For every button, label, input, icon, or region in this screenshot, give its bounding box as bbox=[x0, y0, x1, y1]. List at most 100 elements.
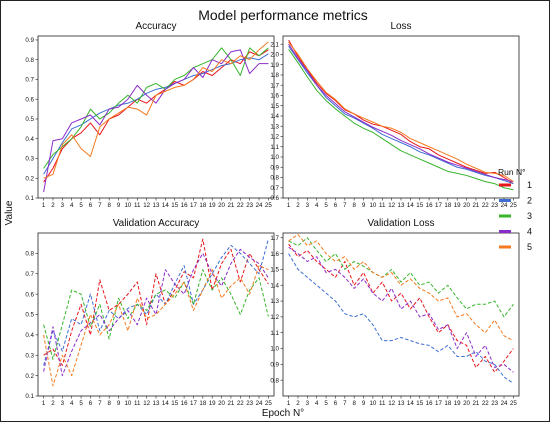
x-tick-label: 5 bbox=[324, 400, 328, 407]
series-line-run-5 bbox=[288, 234, 514, 342]
x-tick-label: 15 bbox=[416, 400, 423, 407]
y-tick-label: 1.0 bbox=[270, 346, 279, 353]
x-tick-label: 10 bbox=[124, 202, 131, 209]
x-tick-label: 3 bbox=[61, 400, 65, 407]
plot-area bbox=[37, 35, 275, 199]
y-tick-label: 1.6 bbox=[270, 93, 279, 100]
x-tick-label: 9 bbox=[362, 400, 366, 407]
y-tick-label: 0.6 bbox=[25, 291, 34, 298]
x-tick-label: 22 bbox=[237, 400, 244, 407]
x-tick-label: 6 bbox=[334, 400, 338, 407]
x-tick-label: 20 bbox=[218, 400, 225, 407]
y-tick-label: 1.7 bbox=[270, 82, 279, 89]
x-tick-label: 9 bbox=[117, 202, 121, 209]
x-tick-label: 12 bbox=[143, 400, 150, 407]
x-tick-label: 16 bbox=[426, 400, 433, 407]
x-tick-label: 8 bbox=[107, 202, 111, 209]
x-tick-label: 13 bbox=[153, 400, 160, 407]
x-tick-label: 1 bbox=[287, 400, 291, 407]
legend-label-run-3: 3 bbox=[527, 211, 532, 221]
x-tick-label: 11 bbox=[134, 202, 141, 209]
plot-area bbox=[282, 35, 520, 199]
y-tick-label: 0.8 bbox=[25, 251, 34, 258]
x-tick-label: 23 bbox=[246, 400, 253, 407]
x-tick-label: 20 bbox=[463, 400, 470, 407]
y-tick-label: 1.1 bbox=[270, 330, 279, 337]
x-tick-label: 7 bbox=[98, 400, 102, 407]
y-tick-label: 1.1 bbox=[270, 144, 279, 151]
x-tick-label: 6 bbox=[89, 400, 93, 407]
y-tick-label: 0.7 bbox=[25, 77, 34, 84]
x-tick-label: 14 bbox=[162, 202, 169, 209]
x-tick-label: 19 bbox=[209, 202, 216, 209]
x-tick-label: 3 bbox=[306, 202, 310, 209]
x-tick-label: 10 bbox=[124, 400, 131, 407]
series-line-run-1 bbox=[43, 238, 269, 366]
x-tick-label: 5 bbox=[79, 202, 83, 209]
y-axis-label: Value bbox=[4, 200, 15, 225]
x-tick-label: 16 bbox=[426, 202, 433, 209]
series-line-run-3 bbox=[43, 47, 269, 169]
x-tick-label: 25 bbox=[510, 202, 517, 209]
x-tick-label: 15 bbox=[171, 400, 178, 407]
y-tick-label: 0.8 bbox=[270, 377, 279, 384]
x-tick-label: 22 bbox=[482, 202, 489, 209]
x-tick-label: 23 bbox=[246, 202, 253, 209]
x-tick-label: 10 bbox=[369, 202, 376, 209]
x-axis-label: Epoch N° bbox=[262, 408, 304, 419]
x-tick-label: 19 bbox=[209, 400, 216, 407]
series-line-run-3 bbox=[43, 269, 269, 360]
x-tick-label: 18 bbox=[444, 400, 451, 407]
y-tick-label: 0.1 bbox=[25, 195, 34, 202]
legend-label-run-2: 2 bbox=[527, 196, 532, 206]
x-tick-label: 11 bbox=[379, 202, 386, 209]
x-tick-label: 5 bbox=[324, 202, 328, 209]
legend-label-run-4: 4 bbox=[527, 227, 532, 237]
y-tick-label: 1.3 bbox=[270, 123, 279, 130]
x-tick-label: 21 bbox=[472, 202, 479, 209]
x-tick-label: 11 bbox=[134, 400, 141, 407]
x-tick-label: 17 bbox=[190, 202, 197, 209]
x-tick-label: 20 bbox=[218, 202, 225, 209]
x-tick-label: 24 bbox=[256, 202, 263, 209]
x-tick-label: 23 bbox=[491, 400, 498, 407]
y-tick-label: 0.4 bbox=[25, 136, 34, 143]
x-tick-label: 14 bbox=[162, 400, 169, 407]
x-tick-label: 2 bbox=[51, 400, 55, 407]
y-tick-label: 0.5 bbox=[25, 116, 34, 123]
y-tick-label: 0.3 bbox=[25, 156, 34, 163]
x-tick-label: 16 bbox=[181, 202, 188, 209]
x-tick-label: 22 bbox=[237, 202, 244, 209]
x-tick-label: 4 bbox=[315, 202, 319, 209]
legend-label-run-5: 5 bbox=[527, 242, 532, 252]
x-tick-label: 7 bbox=[343, 400, 347, 407]
x-tick-label: 18 bbox=[199, 202, 206, 209]
x-tick-label: 18 bbox=[444, 202, 451, 209]
panel-title: Validation Loss bbox=[367, 218, 434, 229]
y-tick-label: 0.6 bbox=[25, 96, 34, 103]
x-tick-label: 3 bbox=[306, 400, 310, 407]
y-tick-label: 1.5 bbox=[270, 103, 279, 110]
series-line-run-2 bbox=[43, 238, 269, 366]
x-tick-label: 4 bbox=[70, 202, 74, 209]
series-line-run-3 bbox=[288, 237, 514, 318]
y-tick-label: 0.7 bbox=[25, 271, 34, 278]
x-tick-label: 19 bbox=[454, 202, 461, 209]
x-tick-label: 13 bbox=[153, 202, 160, 209]
x-tick-label: 20 bbox=[463, 202, 470, 209]
x-tick-label: 9 bbox=[362, 202, 366, 209]
x-tick-label: 10 bbox=[369, 400, 376, 407]
y-tick-label: 1.4 bbox=[270, 282, 279, 289]
y-tick-label: 0.5 bbox=[25, 312, 34, 319]
series-line-run-3 bbox=[288, 49, 514, 191]
x-tick-label: 15 bbox=[416, 202, 423, 209]
y-tick-label: 1.2 bbox=[270, 134, 279, 141]
x-tick-label: 19 bbox=[454, 400, 461, 407]
x-tick-label: 3 bbox=[61, 202, 65, 209]
y-tick-label: 0.3 bbox=[25, 352, 34, 359]
figure-title: Model performance metrics bbox=[198, 7, 368, 23]
x-tick-label: 8 bbox=[352, 400, 356, 407]
y-tick-label: 0.9 bbox=[25, 37, 34, 44]
